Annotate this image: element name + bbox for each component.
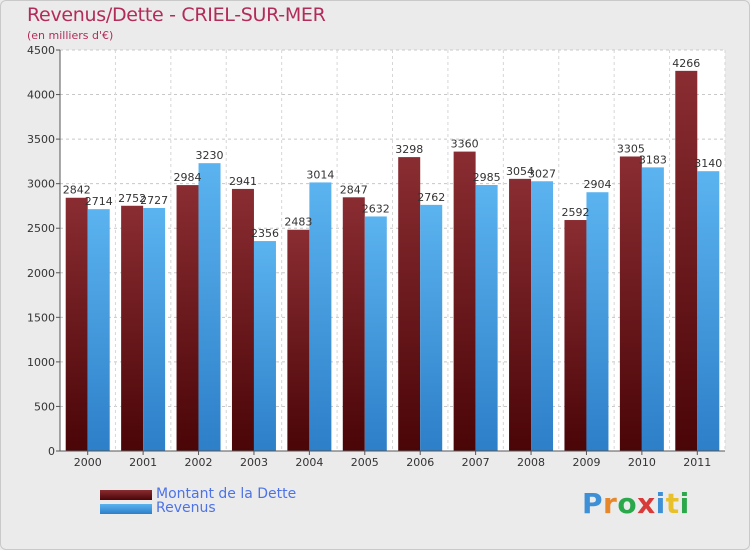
- bar-debt: [509, 178, 532, 451]
- data-label-revenus: 2985: [473, 171, 501, 184]
- x-tick-label: 2011: [683, 456, 711, 469]
- axis-layer: 0 500 1000 1500 2000 2500 3000 3500 4000 4500 2000…: [27, 44, 725, 469]
- y-tick-label: 3500: [27, 133, 55, 146]
- bar-revenus: [364, 216, 387, 451]
- bar-revenus: [586, 192, 609, 452]
- x-tick-label: 2008: [517, 456, 545, 469]
- bar-revenus: [253, 241, 276, 451]
- data-label-revenus: 2904: [583, 178, 611, 191]
- y-tick-label: 500: [34, 400, 55, 413]
- bar-debt: [65, 197, 88, 451]
- legend-label-debt: Montant de la Dette: [156, 486, 297, 502]
- data-label-revenus: 3027: [528, 167, 556, 180]
- x-tick-label: 2009: [572, 456, 600, 469]
- data-label-revenus: 2762: [417, 191, 445, 204]
- logo-letter: x: [637, 487, 656, 520]
- logo-letter: P: [582, 487, 604, 520]
- y-tick-label: 4000: [27, 89, 55, 102]
- y-tick-label: 3000: [27, 178, 55, 191]
- data-label-debt: 3305: [617, 142, 645, 155]
- data-label-revenus: 2356: [251, 227, 279, 240]
- x-tick-label: 2000: [74, 456, 102, 469]
- bar-debt: [121, 205, 144, 451]
- logo-letter: t: [665, 487, 680, 520]
- bar-revenus: [475, 185, 498, 451]
- y-tick-label: 1500: [27, 311, 55, 324]
- data-label-revenus: 3183: [639, 153, 667, 166]
- bar-revenus: [309, 182, 332, 451]
- legend-label-revenus: Revenus: [156, 500, 216, 516]
- data-label-debt: 2752: [118, 192, 146, 205]
- bar-debt: [176, 185, 199, 451]
- x-tick-label: 2003: [240, 456, 268, 469]
- logo-letter: i: [655, 487, 666, 520]
- data-label-debt: 3298: [395, 143, 423, 156]
- data-label-revenus: 2632: [362, 202, 390, 215]
- x-tick-label: 2007: [462, 456, 490, 469]
- bar-revenus: [143, 207, 166, 451]
- data-label-debt: 3054: [506, 165, 534, 178]
- y-tick-label: 2500: [27, 222, 55, 235]
- bar-debt: [453, 151, 476, 451]
- grid-layer: [59, 49, 726, 452]
- data-label-debt: 2483: [284, 216, 312, 229]
- data-label-revenus: 2727: [140, 194, 168, 207]
- bar-revenus: [641, 167, 664, 452]
- data-label-debt: 3360: [451, 138, 479, 151]
- y-tick-label: 2000: [27, 267, 55, 280]
- x-tick-label: 2010: [628, 456, 656, 469]
- bar-debt: [675, 70, 698, 452]
- data-label-debt: 2941: [229, 175, 257, 188]
- x-tick-label: 2002: [185, 456, 213, 469]
- data-label-debt: 2592: [561, 206, 589, 219]
- bar-debt: [287, 229, 310, 451]
- data-label-debt: 2984: [174, 171, 202, 184]
- bar-debt: [564, 220, 587, 451]
- x-tick-label: 2005: [351, 456, 379, 469]
- bar-revenus: [420, 204, 443, 451]
- bar-debt: [231, 188, 254, 451]
- data-label-debt: 4266: [672, 57, 700, 70]
- x-tick-label: 2006: [406, 456, 434, 469]
- bar-debt: [398, 157, 421, 451]
- chart-title: Revenus/Dette - CRIEL-SUR-MER: [27, 4, 326, 26]
- y-tick-label: 4500: [27, 44, 55, 57]
- proxiti-logo: Proxiti: [582, 487, 690, 520]
- chart-subtitle: (en milliers d'€): [27, 29, 114, 42]
- logo-letter: o: [617, 487, 638, 520]
- data-label-revenus: 3014: [306, 168, 334, 181]
- legend-swatch-debt: [100, 490, 152, 500]
- bar-revenus: [697, 171, 720, 452]
- data-label-debt: 2847: [340, 183, 368, 196]
- bar-debt: [619, 156, 642, 451]
- data-label-revenus: 3140: [694, 157, 722, 170]
- x-tick-label: 2001: [129, 456, 157, 469]
- y-tick-label: 1000: [27, 356, 55, 369]
- bars-layer: [65, 70, 720, 452]
- bar-revenus: [198, 163, 221, 451]
- data-label-revenus: 2714: [85, 195, 113, 208]
- legend-swatch-revenus: [100, 504, 152, 514]
- data-label-debt: 2842: [63, 184, 91, 197]
- logo-letter: i: [679, 487, 690, 520]
- data-label-revenus: 3230: [196, 149, 224, 162]
- bar-revenus: [531, 181, 554, 451]
- logo-letter: r: [603, 487, 618, 520]
- bar-debt: [342, 197, 365, 451]
- y-tick-label: 0: [48, 445, 55, 458]
- bar-revenus: [87, 209, 110, 451]
- x-tick-label: 2004: [295, 456, 323, 469]
